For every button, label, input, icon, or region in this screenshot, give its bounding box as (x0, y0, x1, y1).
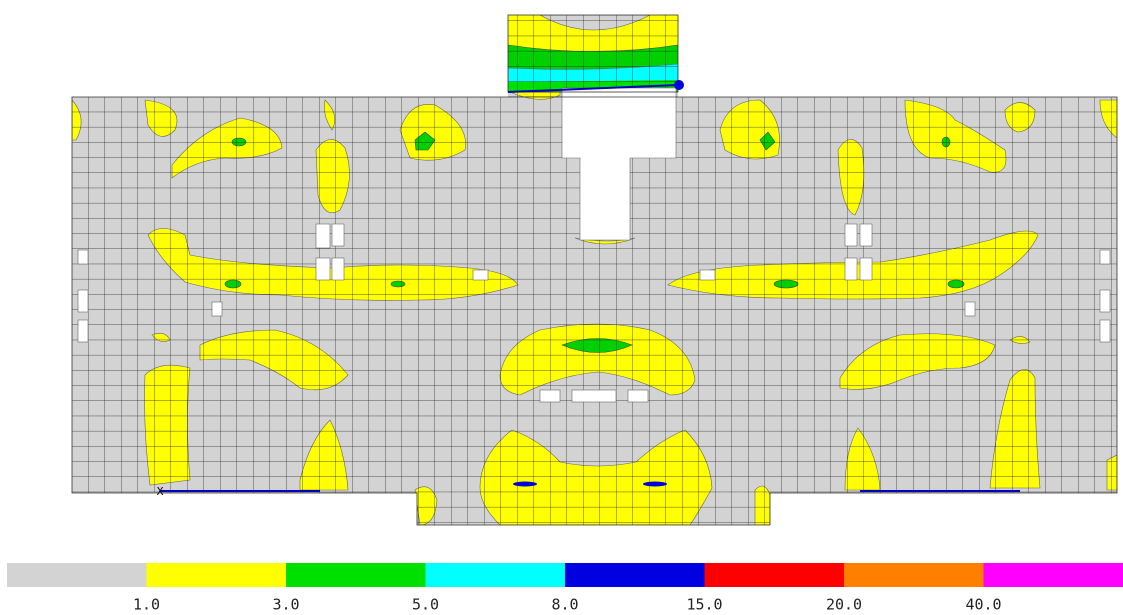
legend-label: 5.0 (412, 596, 439, 614)
legend-label: 40.0 (965, 596, 1001, 614)
legend-swatch (565, 563, 705, 587)
legend-swatch (426, 563, 566, 587)
legend-label: 3.0 (272, 596, 299, 614)
legend-label: 1.0 (133, 596, 160, 614)
legend-swatch (147, 563, 287, 587)
support-node (674, 80, 684, 90)
contour-plot (0, 0, 1123, 560)
legend-label: 20.0 (826, 596, 862, 614)
legend-swatch (705, 563, 845, 587)
legend-swatch (984, 563, 1123, 587)
legend-swatch (844, 563, 984, 587)
legend-label: 15.0 (686, 596, 722, 614)
screen: X 1.0 3.0 5.0 8.0 15.0 20.0 40.0 (0, 0, 1123, 615)
axis-label: X (157, 485, 164, 498)
legend-swatch (286, 563, 426, 587)
legend-label: 8.0 (551, 596, 578, 614)
color-legend: 1.0 3.0 5.0 8.0 15.0 20.0 40.0 (7, 563, 1123, 614)
legend-swatch (7, 563, 147, 587)
